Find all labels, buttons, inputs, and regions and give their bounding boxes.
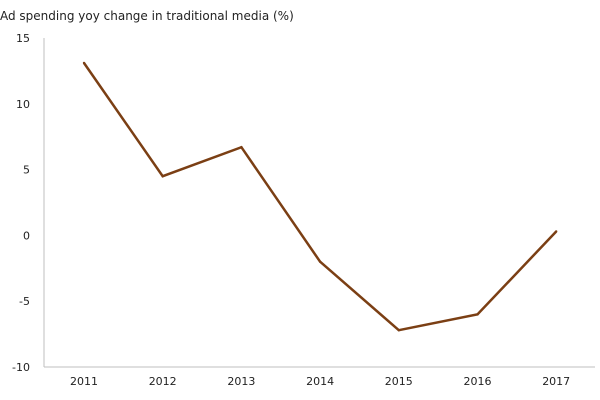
x-tick-label: 2016	[464, 375, 492, 388]
y-tick-label: 0	[23, 229, 30, 242]
x-tick-label: 2012	[149, 375, 177, 388]
y-tick-label: -10	[12, 361, 30, 374]
series-group	[82, 61, 558, 332]
y-tick-label: -5	[19, 295, 30, 308]
data-point	[555, 230, 558, 233]
data-point	[161, 175, 164, 178]
y-tick-label: 5	[23, 164, 30, 177]
data-point	[318, 260, 322, 263]
series-line	[82, 62, 558, 332]
x-tick-label: 2015	[385, 375, 413, 388]
x-tick-label: 2013	[227, 375, 255, 388]
x-tick-labels: 2011 2012 2013 2014 2015 2016 2017	[70, 375, 570, 388]
y-axis-title: Ad spending yoy change in traditional me…	[0, 9, 294, 23]
data-point	[476, 313, 479, 316]
y-tick-label: 10	[16, 98, 30, 111]
data-point	[82, 61, 86, 65]
y-tick-labels: 15 10 5 0 -5 -10	[12, 32, 30, 374]
x-tick-label: 2011	[70, 375, 98, 388]
x-tick-label: 2014	[306, 375, 334, 388]
x-tick-label: 2017	[542, 375, 570, 388]
data-point	[240, 146, 243, 149]
data-point	[397, 329, 400, 332]
y-tick-label: 15	[16, 32, 30, 45]
